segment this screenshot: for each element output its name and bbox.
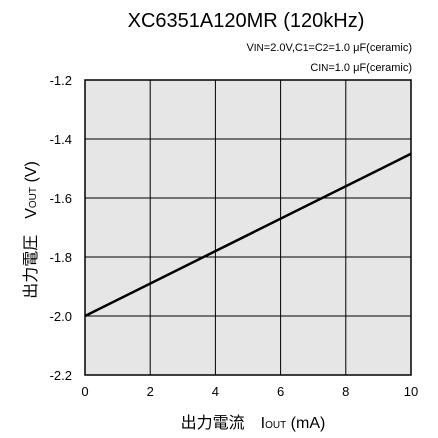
y-tick-label: -1.8 (50, 250, 72, 265)
y-axis-label-part: OUT (28, 187, 39, 208)
x-axis-label-part: 出力電流 I (181, 414, 265, 432)
x-tick-label: 10 (404, 384, 418, 399)
x-axis-label-part: (mA) (286, 415, 325, 432)
x-tick-label: 8 (342, 384, 349, 399)
condition-line-part: =1.0 μF(ceramic) (328, 62, 412, 74)
x-tick-label: 0 (81, 384, 88, 399)
condition-line: VIN=2.0V,C1=C2=1.0 μF(ceramic) (246, 42, 412, 54)
condition-line-part: 1 (303, 43, 309, 54)
x-tick-label: 6 (277, 384, 284, 399)
y-tick-label: -2.0 (50, 309, 72, 324)
x-tick-label: 4 (212, 384, 219, 399)
condition-line-part: =C (308, 42, 322, 54)
condition-line-part: 2 (323, 43, 329, 54)
condition-line-part: V (246, 42, 254, 54)
condition-line: CIN=1.0 μF(ceramic) (310, 62, 412, 74)
condition-line-part: C (310, 62, 318, 74)
y-axis-label: 出力電圧 VOUT (V) (22, 161, 40, 299)
y-axis-label-part: (V) (23, 161, 40, 187)
condition-line-part: IN (254, 43, 264, 54)
chart-title: XC6351A120MR (120kHz) (128, 10, 365, 32)
series-line (84, 152, 412, 318)
y-tick-label: -1.6 (50, 191, 72, 206)
x-axis-label: 出力電流 IOUT (mA) (181, 414, 326, 432)
plot-area (85, 80, 411, 375)
plot-border (84, 79, 412, 376)
x-axis-label-part: OUT (265, 420, 286, 431)
condition-line-part: =2.0V,C (264, 42, 303, 54)
condition-line-part: IN (318, 63, 328, 74)
y-axis-label-part: 出力電圧 V (22, 208, 40, 299)
y-tick-label: -2.2 (50, 368, 72, 383)
y-tick-label: -1.4 (50, 132, 72, 147)
condition-line-part: =1.0 μF(ceramic) (328, 42, 412, 54)
y-tick-label: -1.2 (50, 73, 72, 88)
x-tick-label: 2 (147, 384, 154, 399)
